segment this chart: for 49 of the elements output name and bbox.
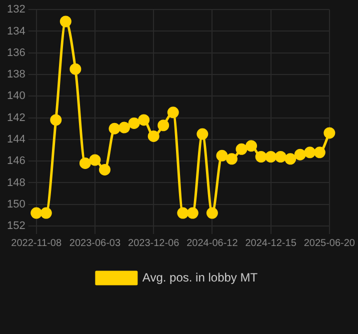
- y-tick-label: 136: [6, 46, 26, 59]
- legend-label: Avg. pos. in lobby MT: [142, 270, 258, 284]
- point: [294, 148, 306, 160]
- point: [50, 114, 62, 126]
- x-tick-label: 2023-06-03: [69, 238, 121, 249]
- point: [89, 154, 101, 166]
- y-tick-label: 142: [6, 112, 26, 124]
- x-tick-label: 2024-12-15: [245, 238, 297, 249]
- point: [79, 157, 91, 169]
- y-tick-label: 144: [6, 133, 26, 146]
- point: [255, 151, 267, 162]
- point: [128, 117, 140, 129]
- point: [186, 207, 198, 219]
- point: [108, 122, 120, 134]
- y-tick-label: 146: [6, 155, 26, 168]
- point: [226, 153, 238, 165]
- point: [40, 207, 52, 219]
- y-tick-label: 134: [6, 25, 26, 38]
- y-tick-label: 150: [6, 198, 26, 210]
- point: [158, 120, 170, 132]
- y-tick-label: 132: [6, 4, 26, 16]
- x-tick-label: 2023-12-06: [128, 238, 180, 249]
- point: [216, 150, 228, 162]
- point: [284, 153, 296, 165]
- point: [324, 127, 336, 139]
- point: [206, 207, 218, 219]
- point: [177, 207, 189, 219]
- point: [304, 146, 316, 158]
- point: [196, 128, 208, 140]
- point: [30, 207, 42, 219]
- y-tick-label: 140: [6, 90, 26, 102]
- point: [265, 151, 277, 162]
- x-tick-label: 2024-06-12: [186, 238, 238, 249]
- point: [148, 130, 160, 142]
- y-tick-label: 148: [6, 176, 26, 189]
- y-tick-label: 138: [6, 68, 26, 81]
- point: [118, 122, 130, 134]
- point: [70, 63, 82, 75]
- point: [138, 114, 150, 126]
- point: [274, 151, 286, 162]
- point: [60, 16, 72, 28]
- x-tick-label: 2022-11-08: [11, 238, 62, 249]
- x-tick-label: 2025-06-20: [304, 238, 356, 249]
- point: [236, 143, 248, 155]
- point: [167, 106, 179, 118]
- point: [314, 146, 326, 158]
- y-tick-label: 152: [6, 220, 26, 232]
- point: [246, 140, 258, 152]
- point: [98, 164, 110, 176]
